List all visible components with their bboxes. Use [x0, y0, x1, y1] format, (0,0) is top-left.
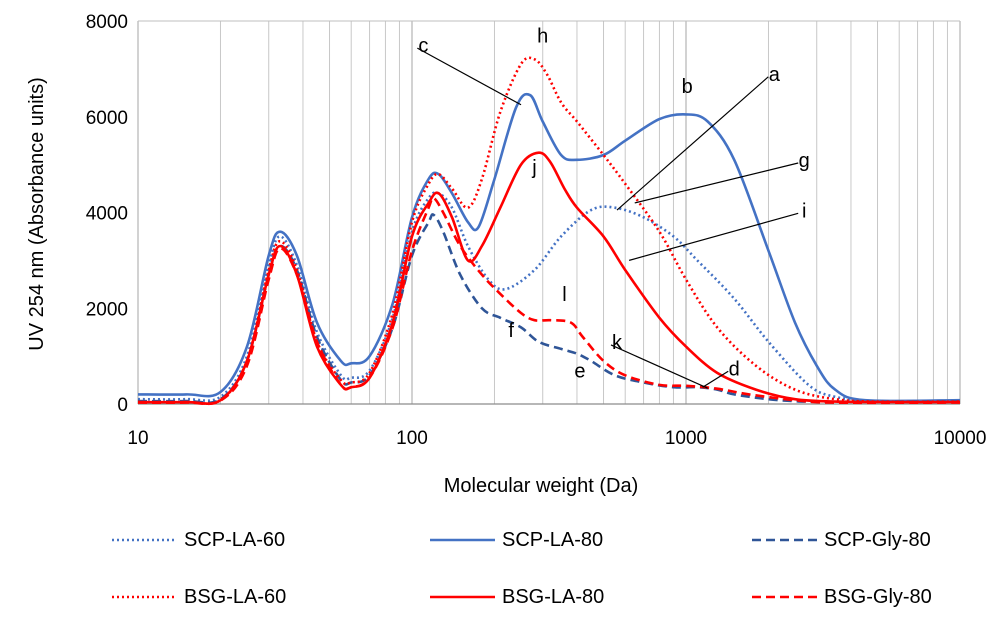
x-tick-label: 10000 [934, 428, 987, 449]
annotation-label-e: e [574, 361, 585, 383]
y-tick-label: 6000 [86, 108, 128, 129]
annotation-label-i: i [802, 200, 806, 222]
annotation-leader-c [417, 47, 522, 106]
x-tick-label: 10 [127, 428, 148, 449]
y-tick-label: 2000 [86, 299, 128, 320]
x-tick-label: 1000 [665, 428, 707, 449]
y-axis-title: UV 254 nm (Absorbance units) [26, 77, 48, 350]
x-axis-title: Molecular weight (Da) [444, 475, 639, 497]
annotation-label-f: f [508, 320, 514, 342]
annotation-leader-g [634, 162, 799, 204]
annotation-leader-k [610, 344, 708, 389]
axes [138, 20, 960, 405]
legend-label-scp-la-60: SCP-LA-60 [184, 529, 285, 551]
series-lines [137, 56, 961, 406]
annotation-leader-i [628, 212, 799, 261]
series-line-bsg-gly-80 [137, 196, 961, 406]
annotation-label-c: c [418, 35, 428, 57]
y-tick-label: 0 [117, 395, 128, 416]
series-line-bsg-la-60 [137, 56, 961, 406]
annotation-label-h: h [537, 26, 548, 48]
legend-label-scp-gly-80: SCP-Gly-80 [824, 529, 931, 551]
legend-label-bsg-la-80: BSG-LA-80 [502, 586, 604, 608]
series-line-scp-la-80 [137, 92, 961, 403]
annotations: a b c d e f g h i j k l [417, 26, 810, 389]
annotation-label-a: a [769, 64, 781, 86]
legend-label-scp-la-80: SCP-LA-80 [502, 529, 603, 551]
x-tick-label: 100 [396, 428, 428, 449]
y-tick-label: 4000 [86, 204, 128, 225]
annotation-label-j: j [531, 157, 536, 179]
annotation-leader-a [616, 76, 769, 211]
legend-label-bsg-la-60: BSG-LA-60 [184, 586, 286, 608]
legend: SCP-LA-60 SCP-LA-80 SCP-Gly-80 BSG-LA-60 BSG… [112, 529, 932, 608]
annotation-label-b: b [682, 76, 693, 98]
annotation-label-g: g [799, 150, 810, 172]
annotation-label-d: d [729, 358, 740, 380]
y-tick-label: 8000 [86, 12, 128, 33]
annotation-leader-d [702, 370, 729, 388]
series-line-bsg-la-80 [137, 151, 961, 406]
gridlines [137, 21, 961, 404]
tick-labels: 10 100 1000 10000 0 2000 4000 6000 8000 [86, 12, 987, 449]
legend-label-bsg-gly-80: BSG-Gly-80 [824, 586, 932, 608]
annotation-label-k: k [612, 332, 623, 354]
annotation-label-l: l [562, 284, 566, 306]
